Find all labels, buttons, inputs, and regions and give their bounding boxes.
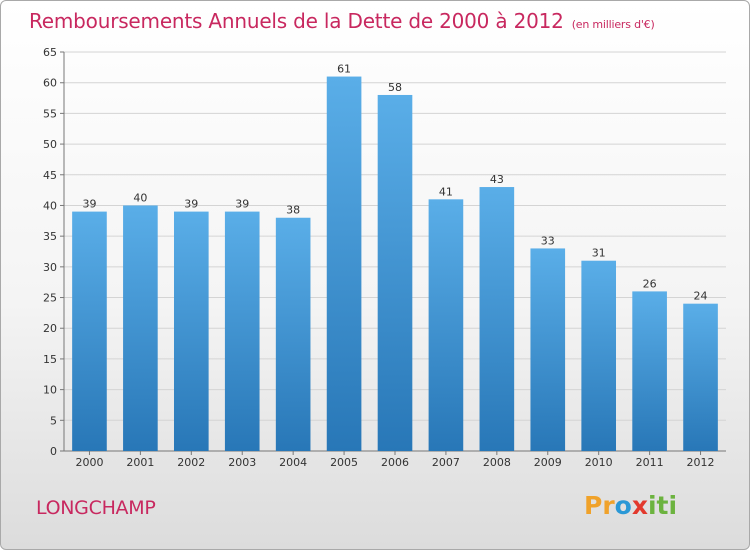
data-label: 39 (235, 198, 249, 211)
data-label: 43 (490, 173, 504, 186)
unit-note: (en milliers d'€) (571, 18, 655, 31)
town-name: LONGCHAMP (36, 497, 156, 519)
bar-2010 (581, 260, 617, 451)
y-tick-label: 15 (43, 353, 57, 366)
x-tick-label: 2001 (126, 456, 154, 469)
y-tick-label: 60 (43, 77, 57, 90)
logo-part-2: o (614, 491, 632, 520)
y-tick-label: 5 (50, 414, 57, 427)
chart-title-text: Remboursements Annuels de la Dette de 20… (29, 9, 564, 33)
data-label: 41 (439, 185, 453, 198)
x-tick-label: 2005 (330, 456, 358, 469)
data-label: 24 (694, 290, 708, 303)
x-tick-label: 2007 (432, 456, 460, 469)
y-tick-label: 50 (43, 138, 57, 151)
proxiti-logo: Proxiti (584, 491, 677, 520)
x-tick-label: 2008 (483, 456, 511, 469)
bar-2005 (326, 76, 362, 452)
x-tick-label: 2010 (585, 456, 613, 469)
bar-2011 (632, 291, 667, 451)
y-tick-label: 20 (43, 322, 57, 335)
bar-2002 (173, 211, 209, 451)
data-label: 58 (388, 81, 402, 94)
data-label: 61 (337, 63, 351, 76)
x-tick-label: 2002 (177, 456, 205, 469)
data-labels: 39 40 39 39 38 61 58 41 43 33 31 26 24 (82, 63, 707, 303)
bar-2008 (479, 187, 515, 452)
x-tick-label: 2000 (75, 456, 103, 469)
y-tick-label: 25 (43, 292, 57, 305)
bar-2012 (683, 303, 718, 451)
x-tick-label: 2011 (636, 456, 664, 469)
y-tick-label: 10 (43, 384, 57, 397)
x-tick-label: 2004 (279, 456, 307, 469)
bar-2003 (224, 211, 260, 451)
data-label: 40 (133, 191, 147, 204)
bar-2006 (377, 94, 413, 451)
data-label: 39 (184, 198, 198, 211)
bar-2001 (123, 205, 158, 451)
x-tick-label: 2003 (228, 456, 256, 469)
x-tick-label: 2012 (687, 456, 715, 469)
chart-title: Remboursements Annuels de la Dette de 20… (29, 9, 655, 33)
data-label: 26 (643, 277, 657, 290)
y-tick-label: 0 (50, 445, 57, 458)
x-tick-label: 2006 (381, 456, 409, 469)
data-label: 38 (286, 204, 300, 217)
y-tick-label: 35 (43, 230, 57, 243)
logo-part-4: iti (647, 491, 678, 520)
bar-2000 (72, 211, 107, 451)
bars (72, 76, 718, 452)
y-tick-label: 55 (43, 107, 57, 120)
data-label: 31 (592, 247, 606, 260)
y-tick-label: 45 (43, 169, 57, 182)
logo-part-1: Pr (584, 491, 615, 520)
y-tick-label: 30 (43, 261, 57, 274)
bar-2007 (428, 199, 464, 451)
data-label: 39 (82, 198, 96, 211)
bar-2004 (275, 217, 311, 451)
logo-part-3: x (631, 491, 648, 520)
data-label: 33 (541, 234, 555, 247)
y-tick-label: 65 (43, 46, 57, 59)
axes: 0 5 10 15 20 25 30 35 40 45 50 55 60 65 2000 2001 2002 20… (43, 46, 726, 469)
x-tick-label: 2009 (534, 456, 562, 469)
y-tick-label: 40 (43, 199, 57, 212)
bar-2009 (530, 248, 566, 451)
